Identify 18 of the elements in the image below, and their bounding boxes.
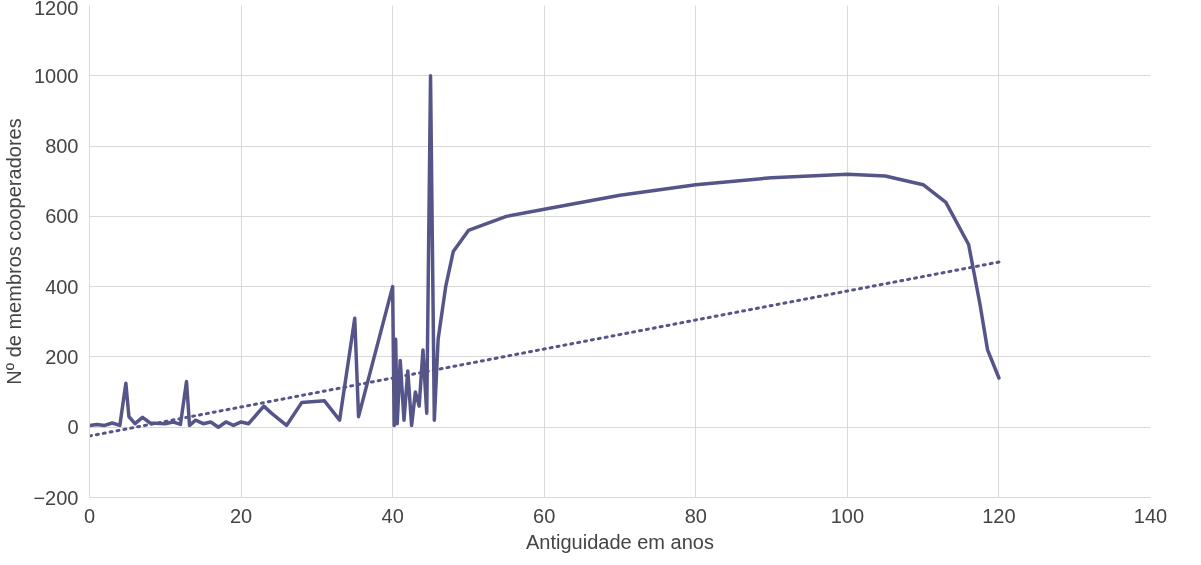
y-tick-label: 1200 xyxy=(34,0,79,19)
x-tick-label: 140 xyxy=(1133,504,1168,527)
x-tick-label: 100 xyxy=(830,504,865,527)
y-tick-label: 0 xyxy=(67,416,79,439)
x-tick-label: 120 xyxy=(982,504,1016,527)
x-tick-label: 0 xyxy=(83,504,96,527)
x-axis-title: Antiguidade em anos xyxy=(526,530,714,553)
x-tick-label: 60 xyxy=(533,504,556,527)
y-tick-label: 1000 xyxy=(34,64,79,87)
y-tick-label: 600 xyxy=(45,205,79,228)
y-tick-label: 800 xyxy=(45,135,79,158)
y-axis-title: Nº de membros cooperadores xyxy=(3,118,26,385)
y-tick-label: −200 xyxy=(33,486,79,509)
y-tick-label: 200 xyxy=(45,345,79,368)
y-tick-label: 400 xyxy=(45,275,79,298)
x-tick-label: 40 xyxy=(381,504,404,527)
x-tick-label: 80 xyxy=(684,504,707,527)
x-tick-label: 20 xyxy=(229,504,253,527)
